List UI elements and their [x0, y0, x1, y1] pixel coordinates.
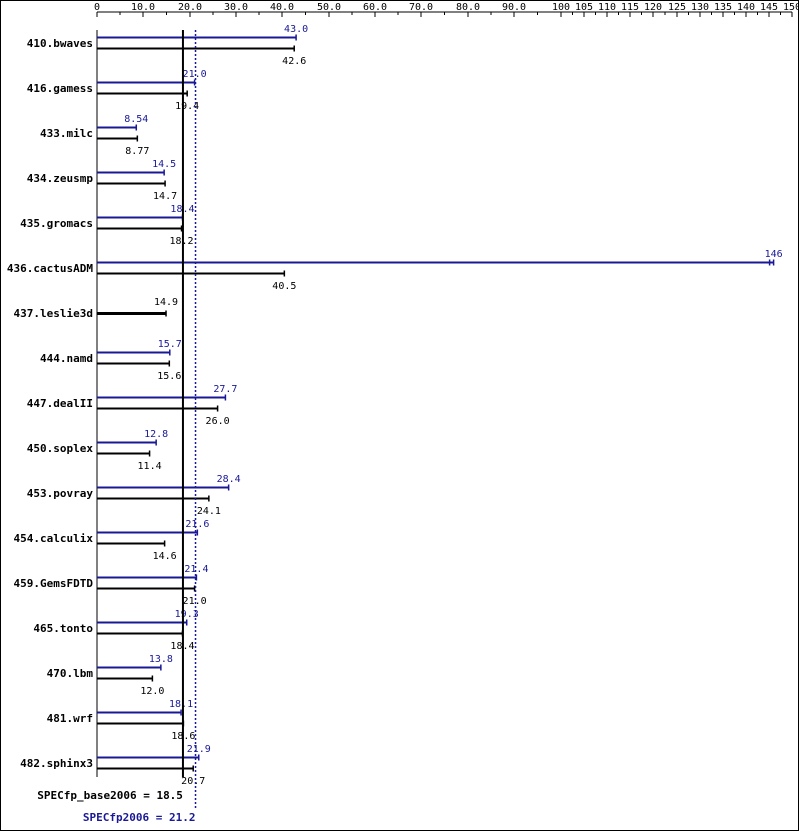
data-label: 21.4 [184, 564, 208, 575]
category-label: 435.gromacs [20, 217, 93, 230]
x-axis: 0 10.0 20.0 30.0 40.0 50.0 60.0 70.0 80.0 90.0 100… [94, 2, 799, 17]
data-label: 20.7 [181, 776, 205, 787]
x-tick-label: 0 [94, 2, 100, 13]
x-tick-label: 90.0 [502, 2, 526, 13]
category-label: 454.calculix [14, 532, 94, 545]
x-tick-label: 130 [691, 2, 709, 13]
data-label: 15.7 [158, 339, 182, 350]
data-label: 14.5 [152, 159, 176, 170]
data-label: 12.0 [140, 686, 164, 697]
category-label: 465.tonto [33, 622, 93, 635]
category-label: 482.sphinx3 [20, 757, 93, 770]
x-tick-label: 150 [783, 2, 799, 13]
data-label: 12.8 [144, 429, 168, 440]
data-label: 146 [765, 249, 783, 260]
x-tick-label: 40.0 [270, 2, 294, 13]
x-tick-label: 10.0 [131, 2, 155, 13]
x-tick-label: 60.0 [363, 2, 387, 13]
data-label: 26.0 [206, 416, 230, 427]
data-label: 21.9 [187, 744, 211, 755]
data-label: 19.3 [175, 609, 199, 620]
x-tick-label: 120 [644, 2, 662, 13]
category-label: 444.namd [40, 352, 93, 365]
x-tick-label: 135 [714, 2, 732, 13]
data-label: 13.8 [149, 654, 173, 665]
category-label: 453.povray [27, 487, 94, 500]
data-label: 18.1 [169, 699, 193, 710]
data-label: 19.4 [175, 101, 199, 112]
data-label: 24.1 [197, 506, 221, 517]
x-tick-label: 100 [552, 2, 570, 13]
category-label: 433.milc [40, 127, 93, 140]
data-label: 14.6 [153, 551, 177, 562]
category-label: 416.gamess [27, 82, 93, 95]
x-tick-label: 20.0 [178, 2, 202, 13]
reference-label: SPECfp2006 = 21.2 [83, 811, 196, 824]
x-tick-label: 105 [575, 2, 593, 13]
data-label: 27.7 [213, 384, 237, 395]
category-label: 447.dealII [27, 397, 93, 410]
category-label: 481.wrf [47, 712, 93, 725]
x-tick-label: 125 [668, 2, 686, 13]
data-label: 21.0 [183, 596, 207, 607]
data-label: 43.0 [284, 24, 308, 35]
category-label: 470.lbm [47, 667, 94, 680]
category-label: 436.cactusADM [7, 262, 93, 275]
reference-lines: SPECfp_base2006 = 18.5 SPECfp2006 = 21.2 [37, 30, 197, 824]
x-tick-label: 80.0 [456, 2, 480, 13]
reference-label: SPECfp_base2006 = 18.5 [37, 789, 183, 802]
category-label: 459.GemsFDTD [14, 577, 94, 590]
x-tick-label: 50.0 [317, 2, 341, 13]
category-label: 410.bwaves [27, 37, 93, 50]
x-tick-label: 110 [598, 2, 616, 13]
data-label: 14.7 [153, 191, 177, 202]
data-label: 18.2 [169, 236, 193, 247]
x-tick-label: 70.0 [409, 2, 433, 13]
bars: 410.bwaves 43.0 42.6 416.gamess 21.0 19.4 433.… [7, 24, 783, 787]
data-label: 28.4 [217, 474, 241, 485]
category-label: 437.leslie3d [14, 307, 93, 320]
data-label: 8.54 [124, 114, 148, 125]
data-label: 11.4 [138, 461, 162, 472]
category-label: 434.zeusmp [27, 172, 94, 185]
x-tick-label: 140 [737, 2, 755, 13]
data-label: 21.6 [185, 519, 209, 530]
data-label: 14.9 [154, 297, 178, 308]
data-label: 8.77 [125, 146, 149, 157]
data-label: 42.6 [282, 56, 306, 67]
data-label: 21.0 [183, 69, 207, 80]
data-label: 40.5 [272, 281, 296, 292]
category-label: 450.soplex [27, 442, 94, 455]
x-tick-label: 115 [621, 2, 639, 13]
x-tick-label: 30.0 [224, 2, 248, 13]
data-label: 15.6 [157, 371, 181, 382]
x-tick-label: 145 [760, 2, 778, 13]
